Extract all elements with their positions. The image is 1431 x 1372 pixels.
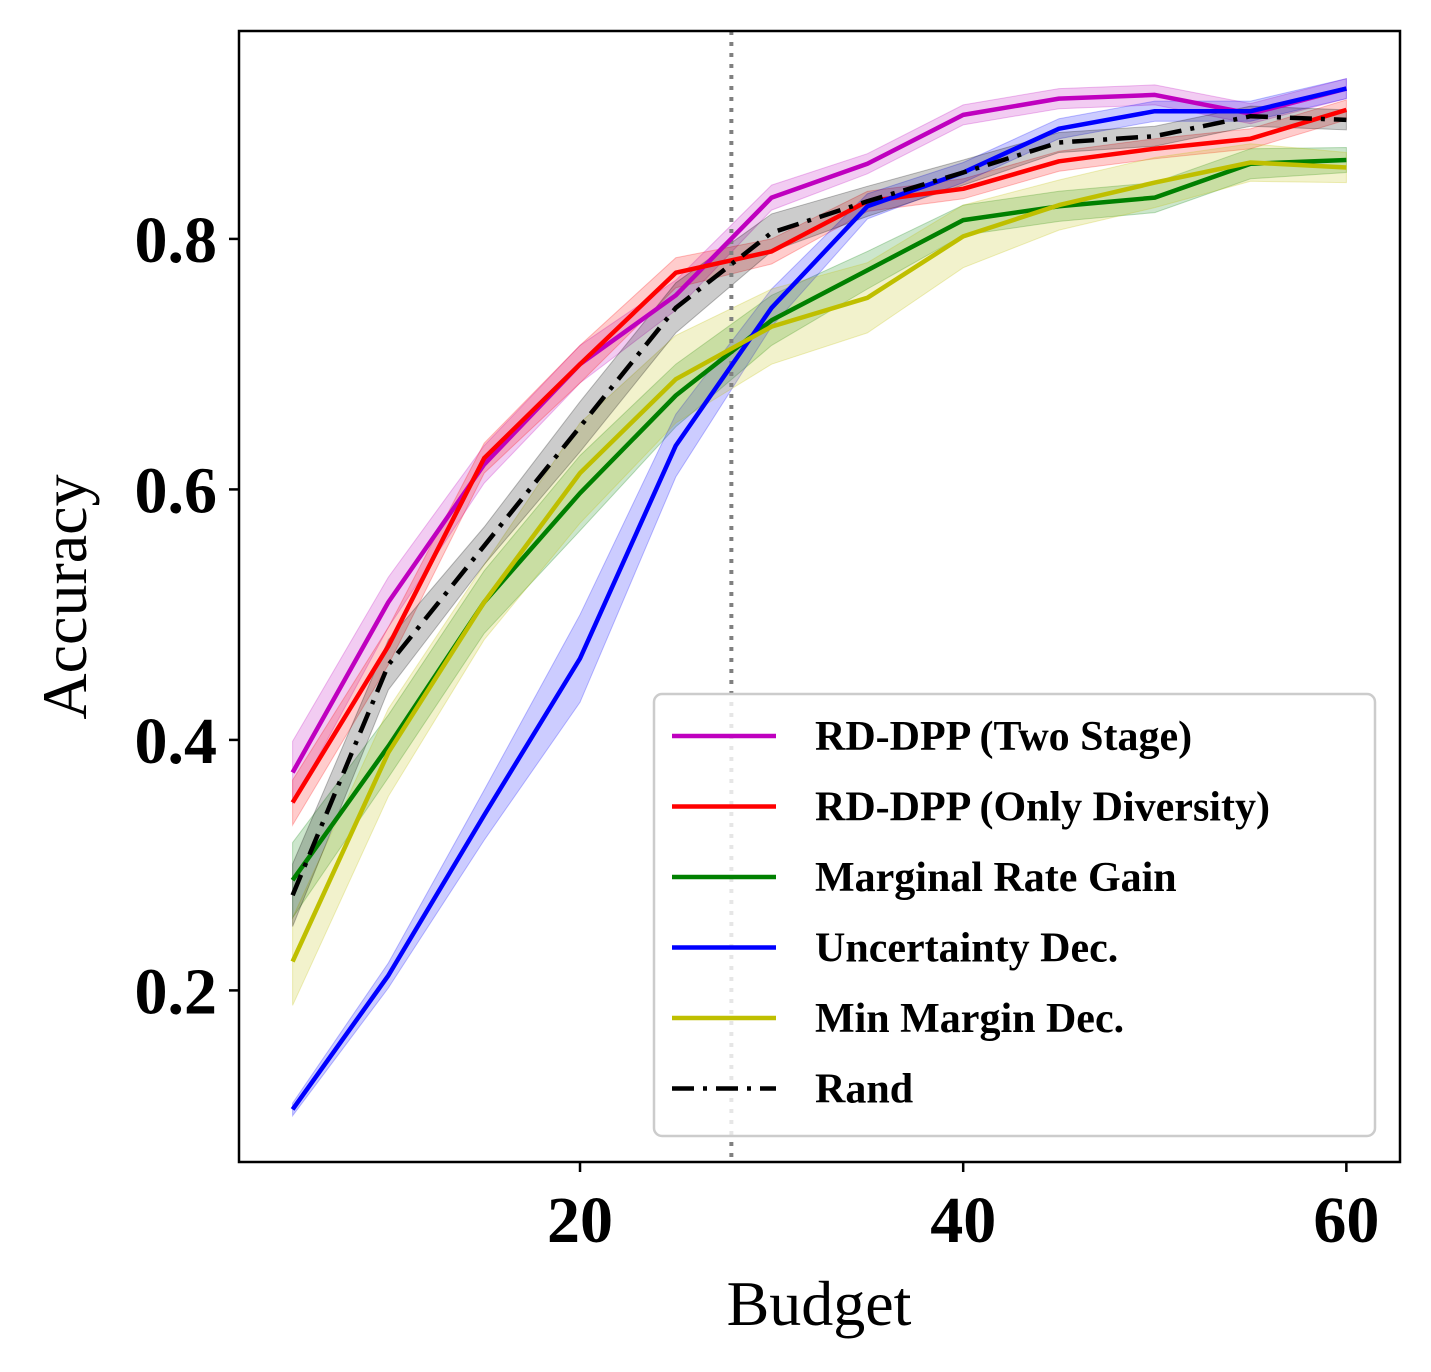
line-min-margin-dec: [290, 160, 1347, 963]
y-tick-label: 0.6: [135, 454, 218, 527]
legend-label-rd-dpp-only-diversity: RD-DPP (Only Diversity): [815, 785, 1270, 831]
line-uncertainty-dec: [290, 86, 1347, 1111]
legend-label-rd-dpp-two-stage: RD-DPP (Two Stage): [815, 714, 1192, 760]
x-tick-label: 40: [930, 1184, 996, 1257]
legend-label-rand: Rand: [815, 1067, 913, 1113]
line-rand: [290, 113, 1347, 897]
y-tick-label: 0.4: [135, 705, 218, 778]
legend-label-uncertainty-dec: Uncertainty Dec.: [815, 926, 1118, 972]
line-rd-dpp-only-diversity: [290, 107, 1348, 804]
y-axis-label: Accuracy: [29, 474, 100, 719]
y-tick-label: 0.8: [135, 204, 218, 277]
x-axis-ticks: 20 40 60: [547, 1162, 1379, 1257]
plot-frame: [237, 29, 1402, 1164]
legend-label-min-margin-dec: Min Margin Dec.: [815, 996, 1124, 1042]
band-marginal-rate-gain: [292, 146, 1347, 920]
legend-box: [652, 692, 1377, 1138]
legend: RD-DPP (Two Stage) RD-DPP (Only Diversity…: [652, 692, 1377, 1138]
y-tick-label: 0.2: [135, 955, 218, 1028]
x-axis-label: Budget: [727, 1268, 912, 1339]
series-lines: [290, 86, 1348, 1111]
band-uncertainty-dec: [292, 77, 1347, 1118]
legend-label-marginal-rate-gain: Marginal Rate Gain: [815, 855, 1177, 901]
band-rand: [292, 105, 1347, 927]
x-tick-label: 60: [1313, 1184, 1379, 1257]
y-axis-ticks: 0.2 0.4 0.6 0.8: [135, 204, 239, 1028]
x-tick-label: 20: [547, 1184, 613, 1257]
